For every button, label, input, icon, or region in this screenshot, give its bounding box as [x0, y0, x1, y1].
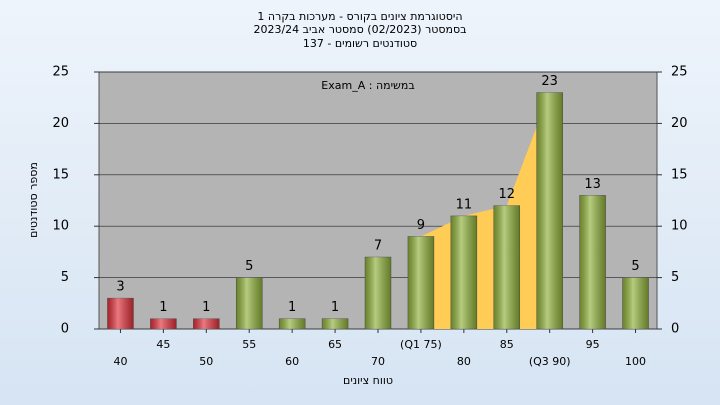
- bar-shade: [536, 92, 563, 329]
- y2-tick-label: 15: [671, 167, 688, 182]
- x-tick-label: 70: [371, 355, 385, 368]
- value-label: 3: [116, 280, 124, 295]
- bar-shade: [365, 257, 391, 329]
- value-label: 12: [498, 187, 515, 202]
- value-label: 1: [159, 300, 167, 315]
- x-tick-label: 95: [586, 338, 600, 351]
- value-label: 9: [417, 218, 425, 233]
- x-tick-label: 50: [199, 355, 213, 368]
- x-tick-label: 85: [500, 338, 514, 351]
- y2-tick-label: 25: [671, 65, 688, 80]
- x-tick-label: 60: [285, 355, 299, 368]
- x-tick-label: 65: [328, 338, 342, 351]
- y-tick-label: 5: [61, 270, 69, 285]
- bar-shade: [322, 318, 349, 329]
- y-tick-label: 20: [52, 116, 69, 131]
- bar-shade: [193, 318, 220, 329]
- bar-shade: [493, 205, 520, 329]
- y2-tick-label: 0: [671, 322, 679, 337]
- bar-shade: [450, 215, 477, 329]
- value-label: 7: [374, 239, 382, 254]
- x-tick-label: (Q3 90): [529, 355, 571, 368]
- y2-tick-label: 10: [671, 219, 688, 234]
- y2-tick-label: 20: [671, 116, 688, 131]
- value-label: 1: [202, 300, 210, 315]
- y2-tick-label: 5: [671, 270, 679, 285]
- x-axis-label: טווח ציונים: [343, 374, 393, 387]
- y-tick-label: 15: [52, 167, 69, 182]
- chart-subtitle: סטודנטים רשומים - 137: [303, 37, 417, 50]
- value-label: 11: [456, 197, 473, 212]
- bar-shade: [236, 277, 263, 329]
- x-tick-label: 55: [242, 338, 256, 351]
- value-label: 5: [245, 259, 253, 274]
- y-axis-label: מספר סטודנטים: [27, 162, 40, 238]
- bar-shade: [622, 277, 649, 329]
- y-tick-label: 10: [52, 219, 69, 234]
- value-label: 5: [631, 259, 639, 274]
- x-tick-label: 40: [113, 355, 127, 368]
- bar-shade: [107, 298, 134, 329]
- bar-shade: [407, 236, 434, 329]
- x-tick-label: 80: [457, 355, 471, 368]
- y-tick-label: 0: [61, 322, 69, 337]
- y-tick-label: 25: [52, 65, 69, 80]
- bar-shade: [279, 318, 306, 329]
- chart-title: היסטוגרמת ציונים בקורס - מערכות בקרה 1: [257, 10, 462, 23]
- annotation: Exam_A : במשימה: [321, 79, 414, 92]
- value-label: 23: [541, 74, 558, 89]
- x-tick-label: 45: [156, 338, 170, 351]
- bar-shade: [150, 318, 177, 329]
- bar-shade: [579, 195, 606, 329]
- value-label: 13: [584, 177, 601, 192]
- chart-subtitle: בסמסטר (02/2023) סמסטר אביב 2023/24: [253, 23, 466, 36]
- value-label: 1: [331, 300, 339, 315]
- x-tick-label: 100: [625, 355, 646, 368]
- x-tick-label: (Q1 75): [400, 338, 442, 351]
- value-label: 1: [288, 300, 296, 315]
